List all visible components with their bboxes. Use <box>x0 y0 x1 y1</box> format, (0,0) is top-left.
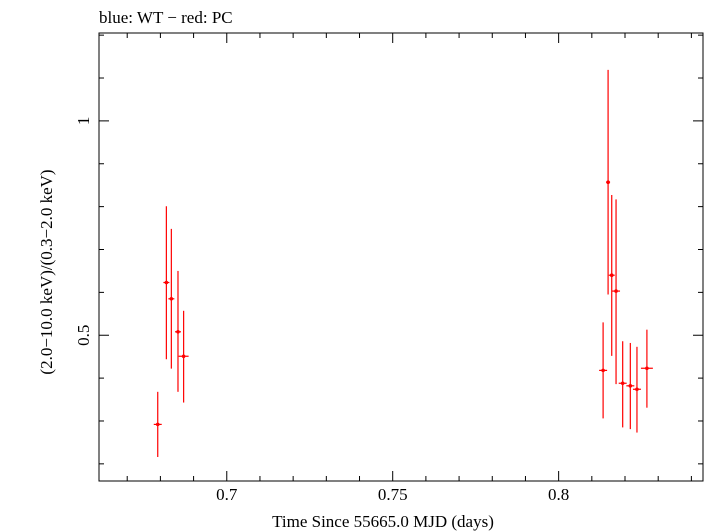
data-marker <box>164 280 169 285</box>
data-point <box>178 310 189 403</box>
chart-title: blue: WT − red: PC <box>99 8 233 27</box>
data-marker <box>176 330 180 334</box>
data-point <box>174 270 181 392</box>
plot-frame <box>98 32 704 482</box>
data-point <box>612 199 621 385</box>
data-point <box>168 228 175 369</box>
data-point <box>626 342 635 430</box>
x-tick-label: 0.8 <box>548 485 569 504</box>
y-tick-label: 0.5 <box>74 325 93 346</box>
data-point <box>618 341 627 428</box>
y-tick-labels: 0.51 <box>74 117 93 346</box>
x-axis-label: Time Since 55665.0 MJD (days) <box>272 512 494 531</box>
x-tick-label: 0.7 <box>216 485 238 504</box>
data-marker <box>609 273 614 278</box>
x-tick-labels: 0.7 0.75 0.8 <box>216 485 569 504</box>
data-marker <box>635 387 639 392</box>
data-point <box>153 391 162 457</box>
data-marker <box>181 354 186 359</box>
x-tick-label: 0.75 <box>378 485 408 504</box>
data-marker <box>601 368 605 373</box>
y-axis-label: (2.0−10.0 keV)/(0.3−2.0 keV) <box>37 169 56 374</box>
y-tick-label: 1 <box>74 117 93 126</box>
data-point <box>606 69 611 295</box>
data-marker <box>645 366 649 371</box>
data-point <box>640 329 653 408</box>
data-marker <box>628 384 633 388</box>
data-point <box>632 346 641 433</box>
series-pc <box>153 69 653 457</box>
axis-ticks <box>99 33 703 481</box>
data-marker <box>169 296 174 301</box>
data-series <box>153 69 653 457</box>
data-marker <box>614 289 618 293</box>
data-point <box>599 322 608 419</box>
data-marker <box>155 422 160 427</box>
data-marker <box>606 180 610 184</box>
data-point <box>163 206 170 360</box>
data-marker <box>620 381 625 386</box>
data-point <box>608 195 615 356</box>
